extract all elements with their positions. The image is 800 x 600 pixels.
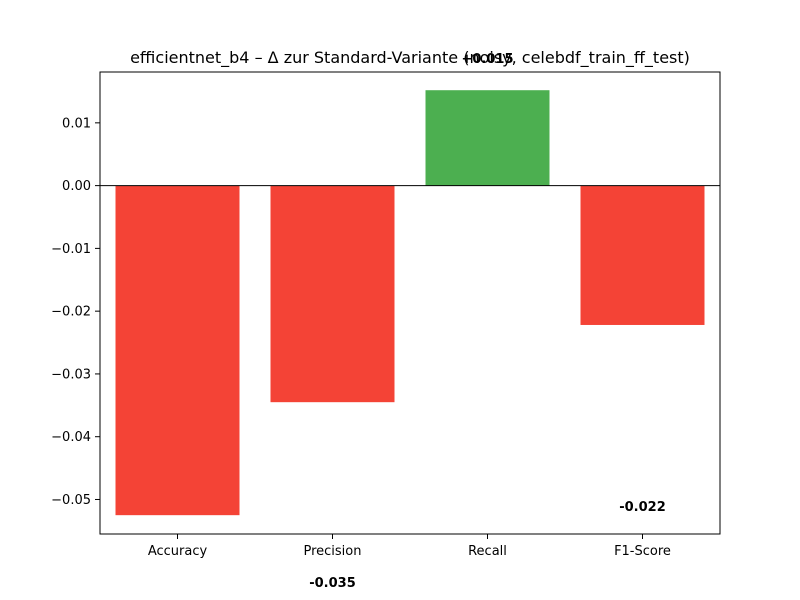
y-axis: 0.01 0.00 −0.01 −0.02 −0.03 −0.04 −0.05 — [51, 116, 100, 508]
data-label: +0.015 — [461, 52, 513, 67]
data-label: -0.035 — [309, 576, 356, 591]
x-tick-label: Recall — [468, 544, 507, 559]
y-tick-label: 0.00 — [62, 179, 91, 194]
data-labels-group: -0.035 +0.015 -0.022 — [309, 52, 666, 591]
y-tick-label: −0.02 — [51, 305, 91, 320]
plot-frame — [99, 71, 721, 535]
y-tick-label: −0.05 — [51, 493, 91, 508]
bar-precision — [270, 185, 395, 403]
x-tick-label: Precision — [303, 544, 361, 559]
y-tick-label: 0.01 — [62, 116, 91, 131]
data-label: -0.022 — [619, 500, 666, 515]
x-tick-label: Accuracy — [148, 544, 208, 559]
y-tick-label: −0.01 — [51, 242, 91, 257]
x-axis: Accuracy Precision Recall F1-Score — [148, 534, 671, 559]
y-tick-label: −0.04 — [51, 430, 91, 445]
bars-group — [115, 90, 705, 516]
x-tick-label: F1-Score — [614, 544, 671, 559]
bar-f1-score — [580, 185, 705, 325]
chart-title: efficientnet_b4 – Δ zur Standard-Variant… — [130, 48, 690, 68]
y-tick-label: −0.03 — [51, 367, 91, 382]
bar-accuracy — [115, 185, 240, 516]
bar-recall — [425, 90, 550, 186]
